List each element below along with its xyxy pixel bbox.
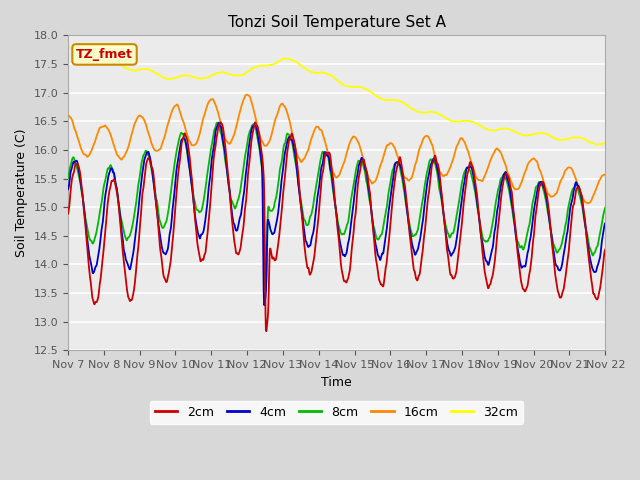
Legend: 2cm, 4cm, 8cm, 16cm, 32cm: 2cm, 4cm, 8cm, 16cm, 32cm bbox=[150, 401, 524, 424]
X-axis label: Time: Time bbox=[321, 376, 352, 389]
Text: TZ_fmet: TZ_fmet bbox=[76, 48, 133, 61]
Y-axis label: Soil Temperature (C): Soil Temperature (C) bbox=[15, 129, 28, 257]
Title: Tonzi Soil Temperature Set A: Tonzi Soil Temperature Set A bbox=[228, 15, 445, 30]
